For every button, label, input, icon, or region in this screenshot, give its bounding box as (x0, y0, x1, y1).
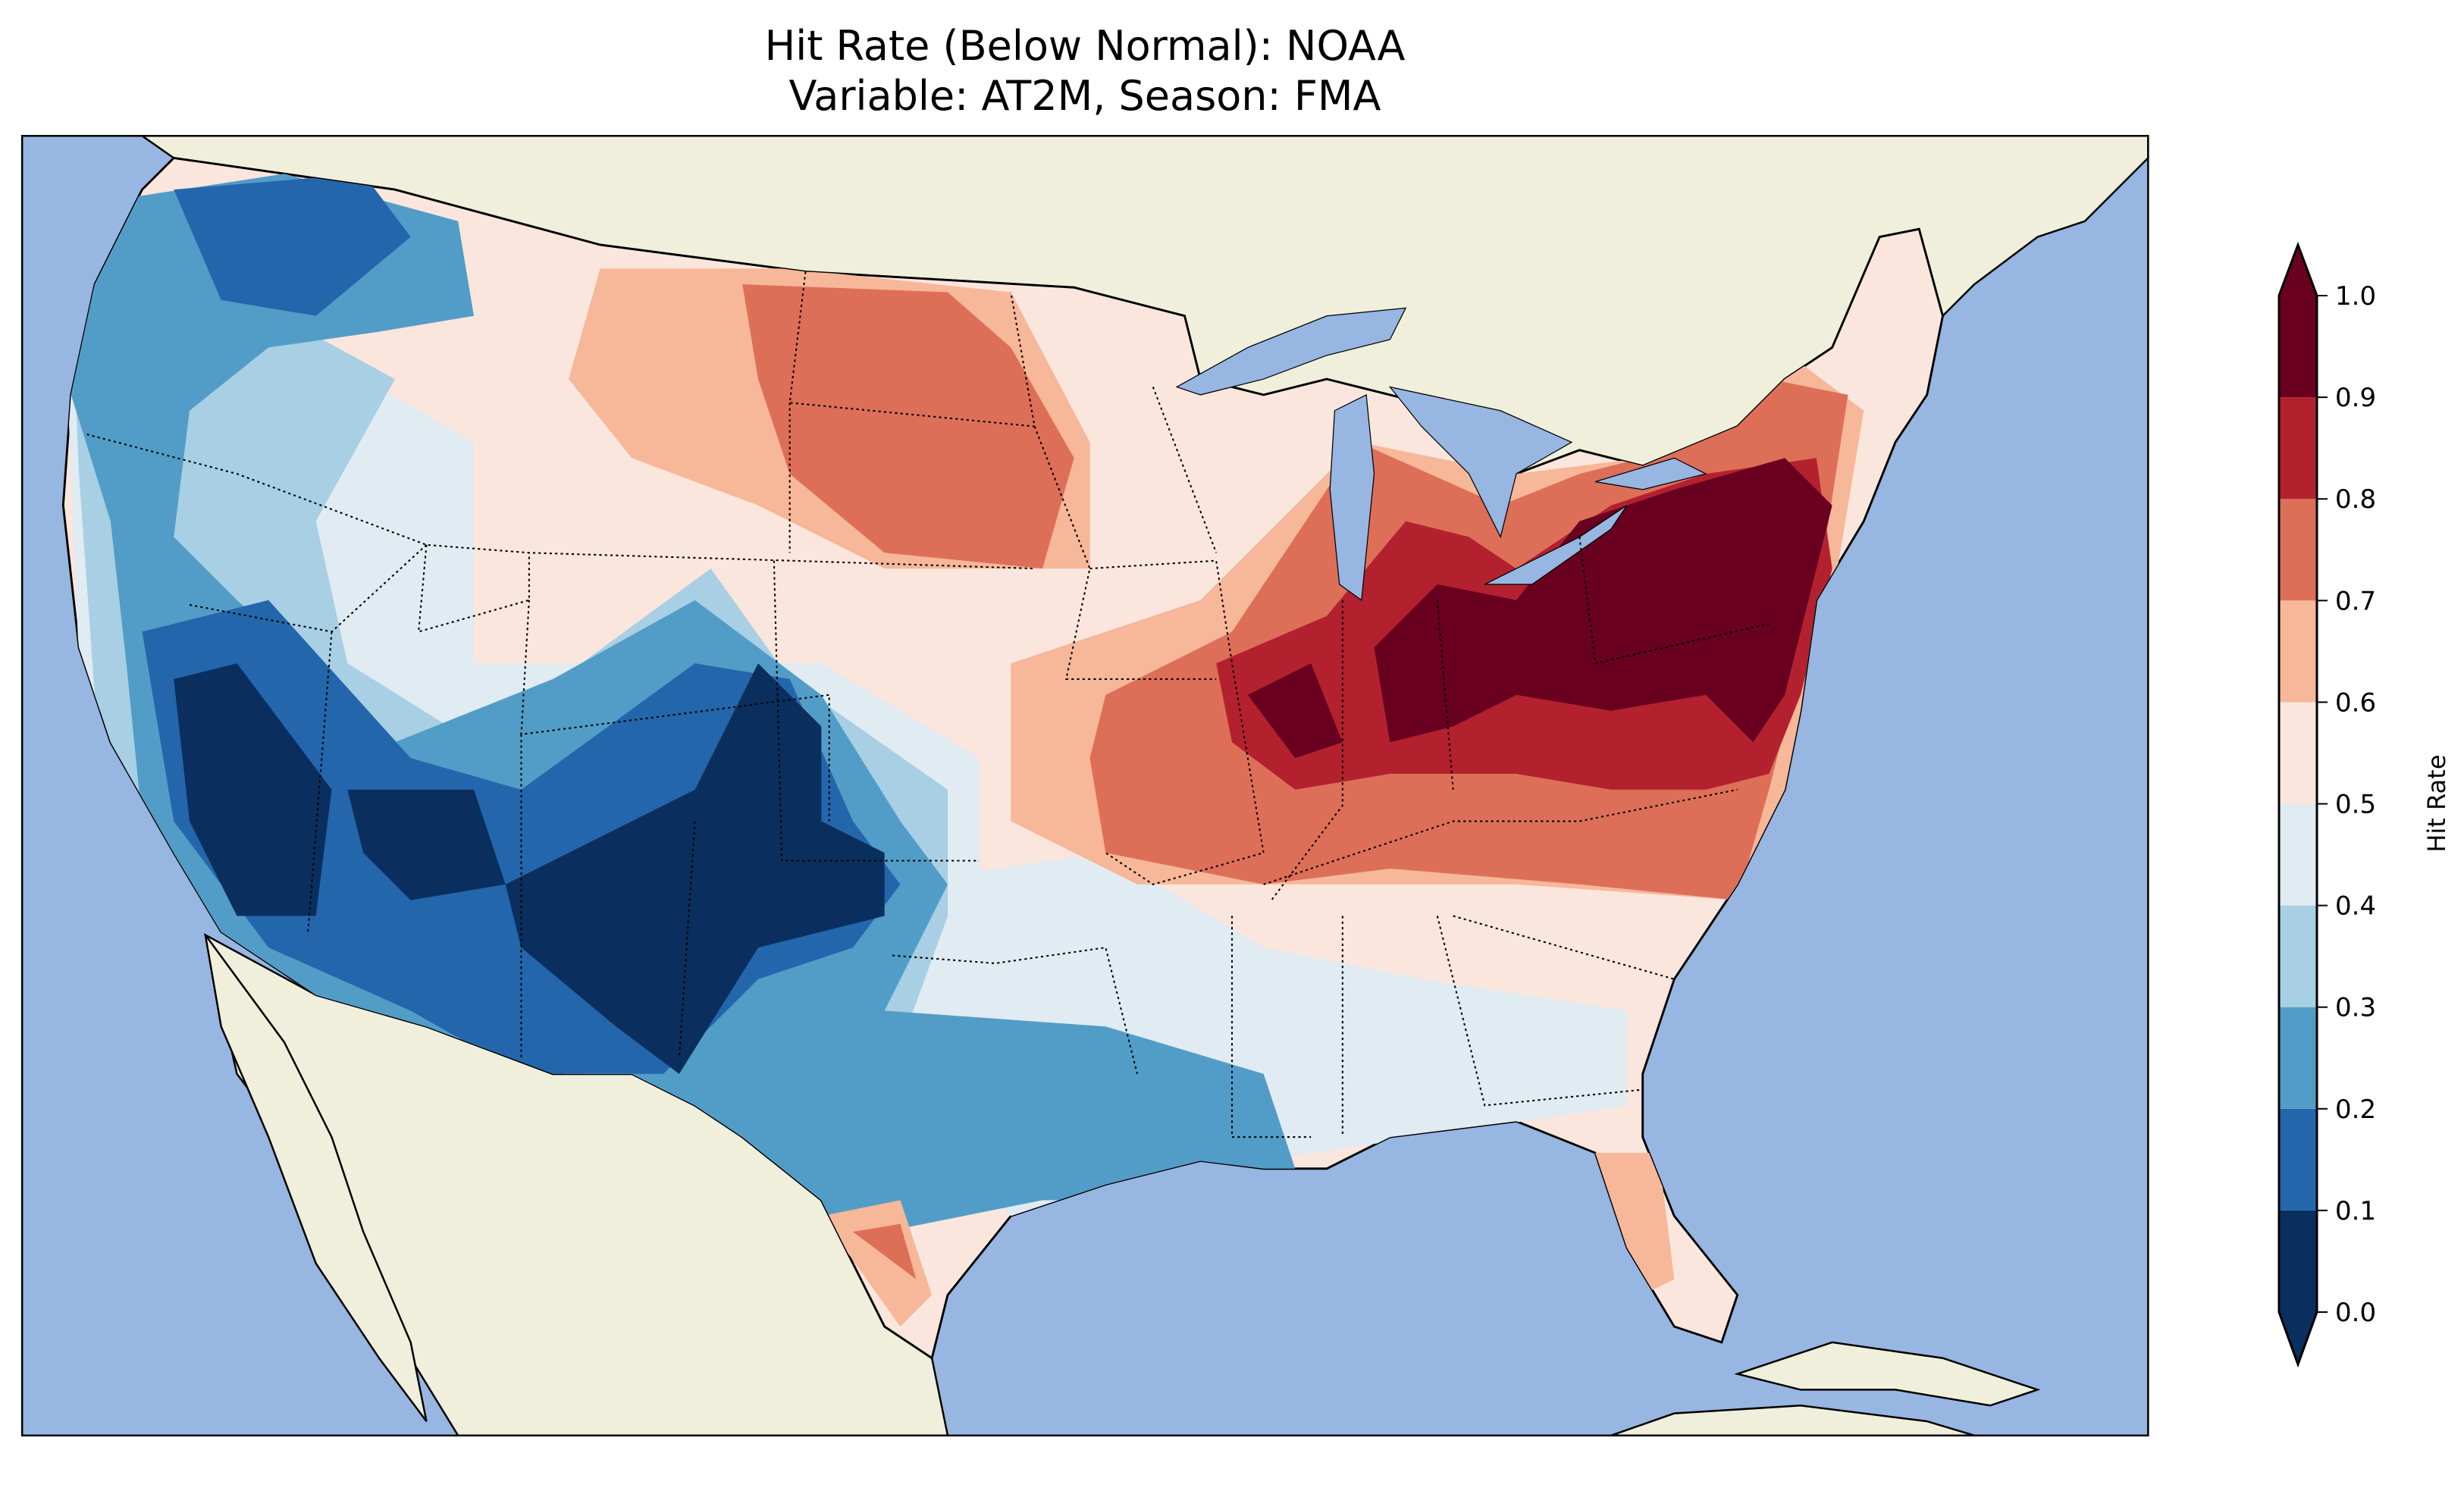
map-frame (20, 135, 2149, 1437)
colorbar-tick-label: 0.6 (2335, 687, 2376, 718)
lake-ontario (1594, 457, 1707, 490)
colorbar-label: Hit Rate (2422, 754, 2451, 852)
lake-huron (1388, 386, 1573, 539)
colorbar-tick-label: 0.7 (2335, 586, 2376, 616)
state-borders (86, 271, 1770, 1139)
region-0.9-1.0 (1247, 458, 1832, 759)
colorbar-bin (2279, 296, 2317, 398)
colorbar-bin (2279, 600, 2317, 703)
colorbar-bin (2279, 1108, 2317, 1211)
colorbar-tick-label: 0.5 (2335, 790, 2376, 820)
colorbar-tick-label: 0.9 (2335, 383, 2376, 413)
colorbar-extend-min (2279, 1312, 2317, 1364)
lake-michigan (1329, 393, 1375, 601)
colorbar-tick-label: 1.0 (2335, 281, 2376, 312)
colorbar-bin (2279, 905, 2317, 1007)
colorbar-bin (2279, 1210, 2317, 1312)
chart-title-line-2: Variable: AT2M, Season: FMA (788, 72, 1381, 120)
land-south-america (1610, 1404, 1975, 1436)
colorbar-tick-label: 0.1 (2335, 1196, 2376, 1226)
colorbar-bin (2279, 702, 2317, 804)
colorbar-tick-label: 0.4 (2335, 891, 2376, 922)
colorbar-bin (2279, 499, 2317, 601)
colorbar-tick-label: 0.3 (2335, 993, 2376, 1023)
colorbar-extend-max (2279, 245, 2317, 296)
colorbar-bin (2279, 1007, 2317, 1109)
colorbar-bin (2279, 803, 2317, 906)
colorbar-tick-label: 0.0 (2335, 1298, 2376, 1328)
colorbar-tick-label: 0.2 (2335, 1095, 2376, 1125)
lake-superior (1175, 307, 1407, 396)
lake-erie (1484, 505, 1628, 585)
chart-title-line-1: Hit Rate (Below Normal): NOAA (764, 22, 1406, 70)
colorbar-bin (2279, 397, 2317, 500)
colorbar-tick-label: 0.8 (2335, 484, 2376, 515)
region-0.0-0.1 (174, 663, 885, 1074)
land-cuba (1734, 1341, 2041, 1407)
land-baja (204, 934, 428, 1422)
